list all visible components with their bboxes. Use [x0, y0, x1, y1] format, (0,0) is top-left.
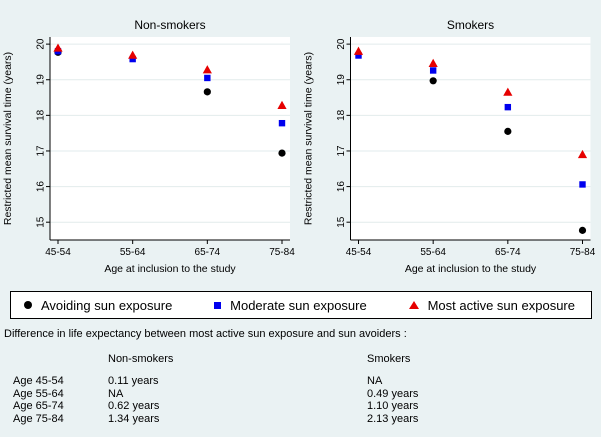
row-value-non-smokers: 0.62 years: [108, 400, 160, 413]
y-tick-label: 16: [336, 181, 347, 193]
data-point-square: [204, 74, 211, 82]
data-point-square: [504, 103, 512, 111]
table-row: Age 55-64 NA 0.49 years: [13, 388, 601, 401]
y-tick-label: 17: [336, 145, 347, 157]
legend-label: Avoiding sun exposure: [41, 297, 173, 313]
data-point-triangle: [428, 58, 438, 67]
x-tick-label: 65-74: [495, 247, 521, 258]
x-tick-label: 75-84: [269, 247, 295, 258]
legend-label: Most active sun exposure: [427, 297, 575, 313]
triangle-marker-icon: [408, 301, 419, 309]
x-tick-label: 65-74: [195, 247, 221, 258]
data-point-circle: [578, 226, 587, 234]
data-point-square: [129, 55, 136, 63]
data-point-triangle: [53, 43, 63, 52]
data-point-circle: [504, 127, 512, 135]
data-point-triangle: [277, 100, 287, 109]
plot-title: Smokers: [447, 18, 494, 32]
data-point-circle: [203, 88, 211, 96]
legend-item-most-active: Most active sun exposure: [408, 297, 575, 313]
row-value-non-smokers: 1.34 years: [108, 412, 160, 425]
legend: Avoiding sun exposure Moderate sun expos…: [10, 291, 592, 319]
legend-item-moderate: Moderate sun exposure: [214, 298, 367, 313]
plot-title: Non-smokers: [134, 18, 205, 32]
data-point-triangle: [128, 50, 138, 59]
x-tick-label: 45-54: [346, 247, 372, 258]
y-tick-label: 18: [36, 109, 47, 121]
x-axis-title: Age at inclusion to the study: [405, 263, 537, 275]
x-tick-label: 55-64: [120, 247, 146, 258]
legend-item-avoiding: Avoiding sun exposure: [24, 298, 172, 313]
legend-label: Moderate sun exposure: [230, 297, 367, 313]
table-row: Age 65-74 0.62 years 1.10 years: [13, 400, 601, 413]
x-tick-label: 75-84: [570, 247, 596, 258]
col-header-smokers: Smokers: [367, 353, 411, 365]
y-tick-label: 20: [336, 38, 347, 50]
y-tick-label: 20: [36, 38, 47, 50]
difference-table-header: Non-smokers Smokers: [13, 353, 601, 366]
table-row: Age 75-84 1.34 years 2.13 years: [13, 413, 601, 426]
row-age-label: Age 45-54: [13, 375, 64, 387]
data-point-triangle: [202, 65, 212, 74]
circle-marker-icon: [24, 301, 32, 309]
data-point-circle: [429, 77, 437, 85]
y-tick-label: 18: [336, 109, 347, 121]
y-axis-title: Restricted mean survival time (years): [303, 52, 315, 225]
data-point-circle: [278, 149, 286, 157]
y-tick-label: 15: [336, 216, 347, 228]
y-axis-title: Restricted mean survival time (years): [2, 52, 14, 225]
x-tick-label: 45-54: [45, 247, 71, 258]
data-point-square: [429, 67, 437, 74]
x-axis-title: Age at inclusion to the study: [104, 263, 236, 275]
header-spacer: [13, 353, 108, 366]
plot-area: [50, 37, 290, 240]
y-tick-label: 19: [336, 74, 347, 86]
plot-area: [350, 37, 591, 240]
row-age-label: Age 75-84: [13, 412, 64, 425]
data-point-triangle: [577, 149, 588, 159]
smokers-plot: 15 16 17 18 19 20 45-54 55-64 65-74 75-84 Smokers A…: [303, 18, 596, 275]
difference-table: Non-smokers Smokers Age 45-54 0.11 years…: [13, 353, 601, 425]
row-value-smokers: 1.10 years: [367, 400, 419, 413]
non-smokers-plot: 15 16 17 18 19 20 45-54 55-64 65-74 75-84 Non-smok…: [2, 18, 295, 275]
data-point-triangle: [503, 87, 513, 96]
col-header-non-smokers: Non-smokers: [108, 353, 174, 365]
row-age-label: Age 65-74: [13, 400, 64, 413]
row-value-non-smokers: NA: [108, 387, 124, 400]
data-point-triangle: [353, 46, 364, 55]
square-marker-icon: [214, 301, 222, 309]
y-tick-label: 19: [36, 74, 47, 86]
y-tick-label: 16: [36, 181, 47, 193]
data-point-square: [355, 52, 362, 59]
row-value-smokers: NA: [367, 375, 383, 387]
plots-row: 15 16 17 18 19 20 45-54 55-64 65-74 75-84 Non-smok…: [2, 18, 596, 275]
y-tick-label: 15: [36, 216, 47, 228]
table-row: Age 45-54 0.11 years NA: [13, 375, 601, 388]
data-point-square: [278, 119, 286, 127]
data-point-square: [579, 181, 586, 188]
row-value-smokers: 2.13 years: [367, 412, 419, 425]
difference-section-title: Difference in life expectancy between mo…: [4, 328, 407, 340]
row-value-non-smokers: 0.11 years: [108, 375, 159, 387]
row-value-smokers: 0.49 years: [367, 387, 419, 400]
row-age-label: Age 55-64: [13, 387, 64, 400]
y-tick-label: 17: [36, 145, 47, 157]
x-tick-label: 55-64: [420, 247, 446, 258]
